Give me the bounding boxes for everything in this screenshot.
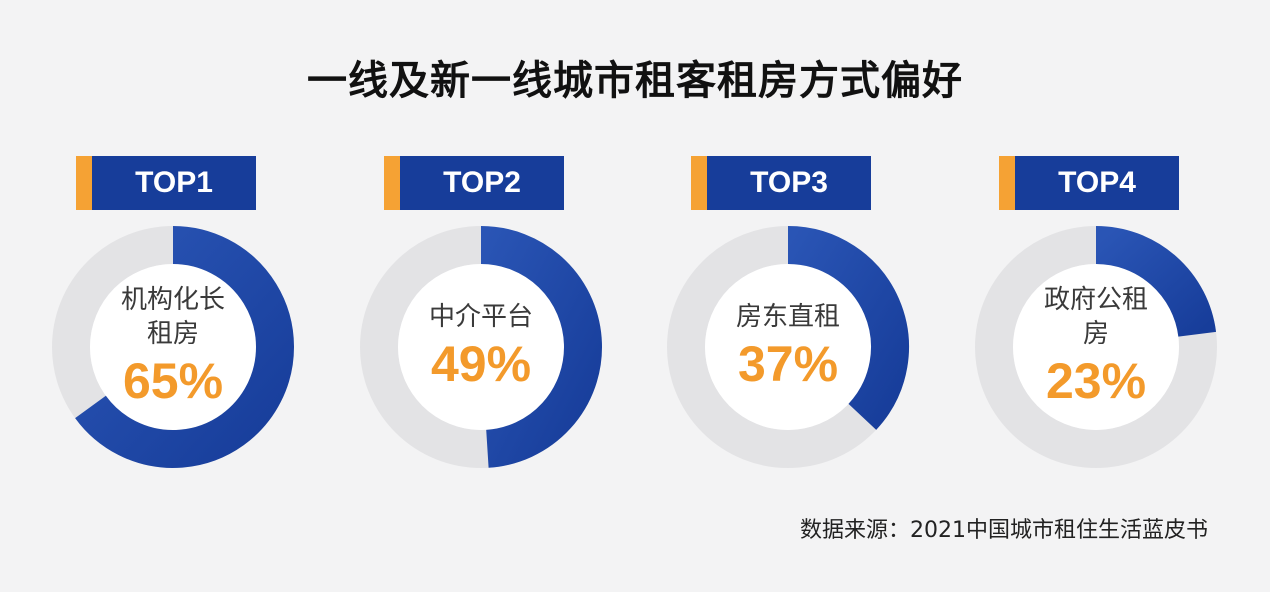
percent-value: 49% [430, 336, 532, 392]
donut-chart-4 [975, 226, 1217, 468]
donut-chart-1 [52, 226, 294, 468]
donut-center-text: 政府公租房 23% [1013, 264, 1179, 430]
rank-label: TOP4 [1058, 166, 1136, 199]
percent-value: 23% [1045, 353, 1147, 409]
rank-label: TOP3 [750, 166, 828, 199]
donut-chart-2 [360, 226, 602, 468]
donut-card-3: TOP3 房东直租 37% [665, 156, 925, 476]
donut-value-arc [787, 226, 909, 430]
donut-value-arc [75, 226, 294, 468]
badge-accent-bar [999, 156, 1015, 210]
donut-value-arc [1095, 226, 1217, 338]
category-label: 政府公租房 [1043, 285, 1148, 349]
donut-center [705, 264, 871, 430]
badge-accent-bar [691, 156, 707, 210]
donut-center-text: 房东直租 37% [705, 264, 871, 430]
donut-center [398, 264, 564, 430]
donut-center-text: 机构化长租房 65% [90, 264, 256, 430]
rank-label: TOP1 [135, 166, 213, 199]
donut-center [1013, 264, 1179, 430]
donut-card-2: TOP2 中介平台 49% [358, 156, 618, 476]
data-source-note: 数据来源：2021中国城市租住生活蓝皮书 [800, 518, 1208, 543]
rank-badge: TOP3 [691, 156, 871, 210]
badge-accent-bar [384, 156, 400, 210]
percent-value: 65% [122, 353, 224, 409]
category-label: 机构化长租房 [120, 285, 225, 349]
donut-chart-3 [667, 226, 909, 468]
rank-label: TOP2 [443, 166, 521, 199]
rank-badge: TOP1 [76, 156, 256, 210]
badge-accent-bar [76, 156, 92, 210]
category-label: 房东直租 [735, 302, 840, 332]
donut-value-arc [480, 226, 602, 468]
donut-center-text: 中介平台 49% [398, 264, 564, 430]
page-title: 一线及新一线城市租客租房方式偏好 [307, 58, 963, 104]
percent-value: 37% [737, 336, 839, 392]
donut-card-4: TOP4 政府公租房 23% [973, 156, 1233, 476]
donut-card-1: TOP1 机构化长租房 65% [50, 156, 310, 476]
rank-badge: TOP2 [384, 156, 564, 210]
donut-center [90, 264, 256, 430]
category-label: 中介平台 [428, 302, 533, 332]
rank-badge: TOP4 [999, 156, 1179, 210]
